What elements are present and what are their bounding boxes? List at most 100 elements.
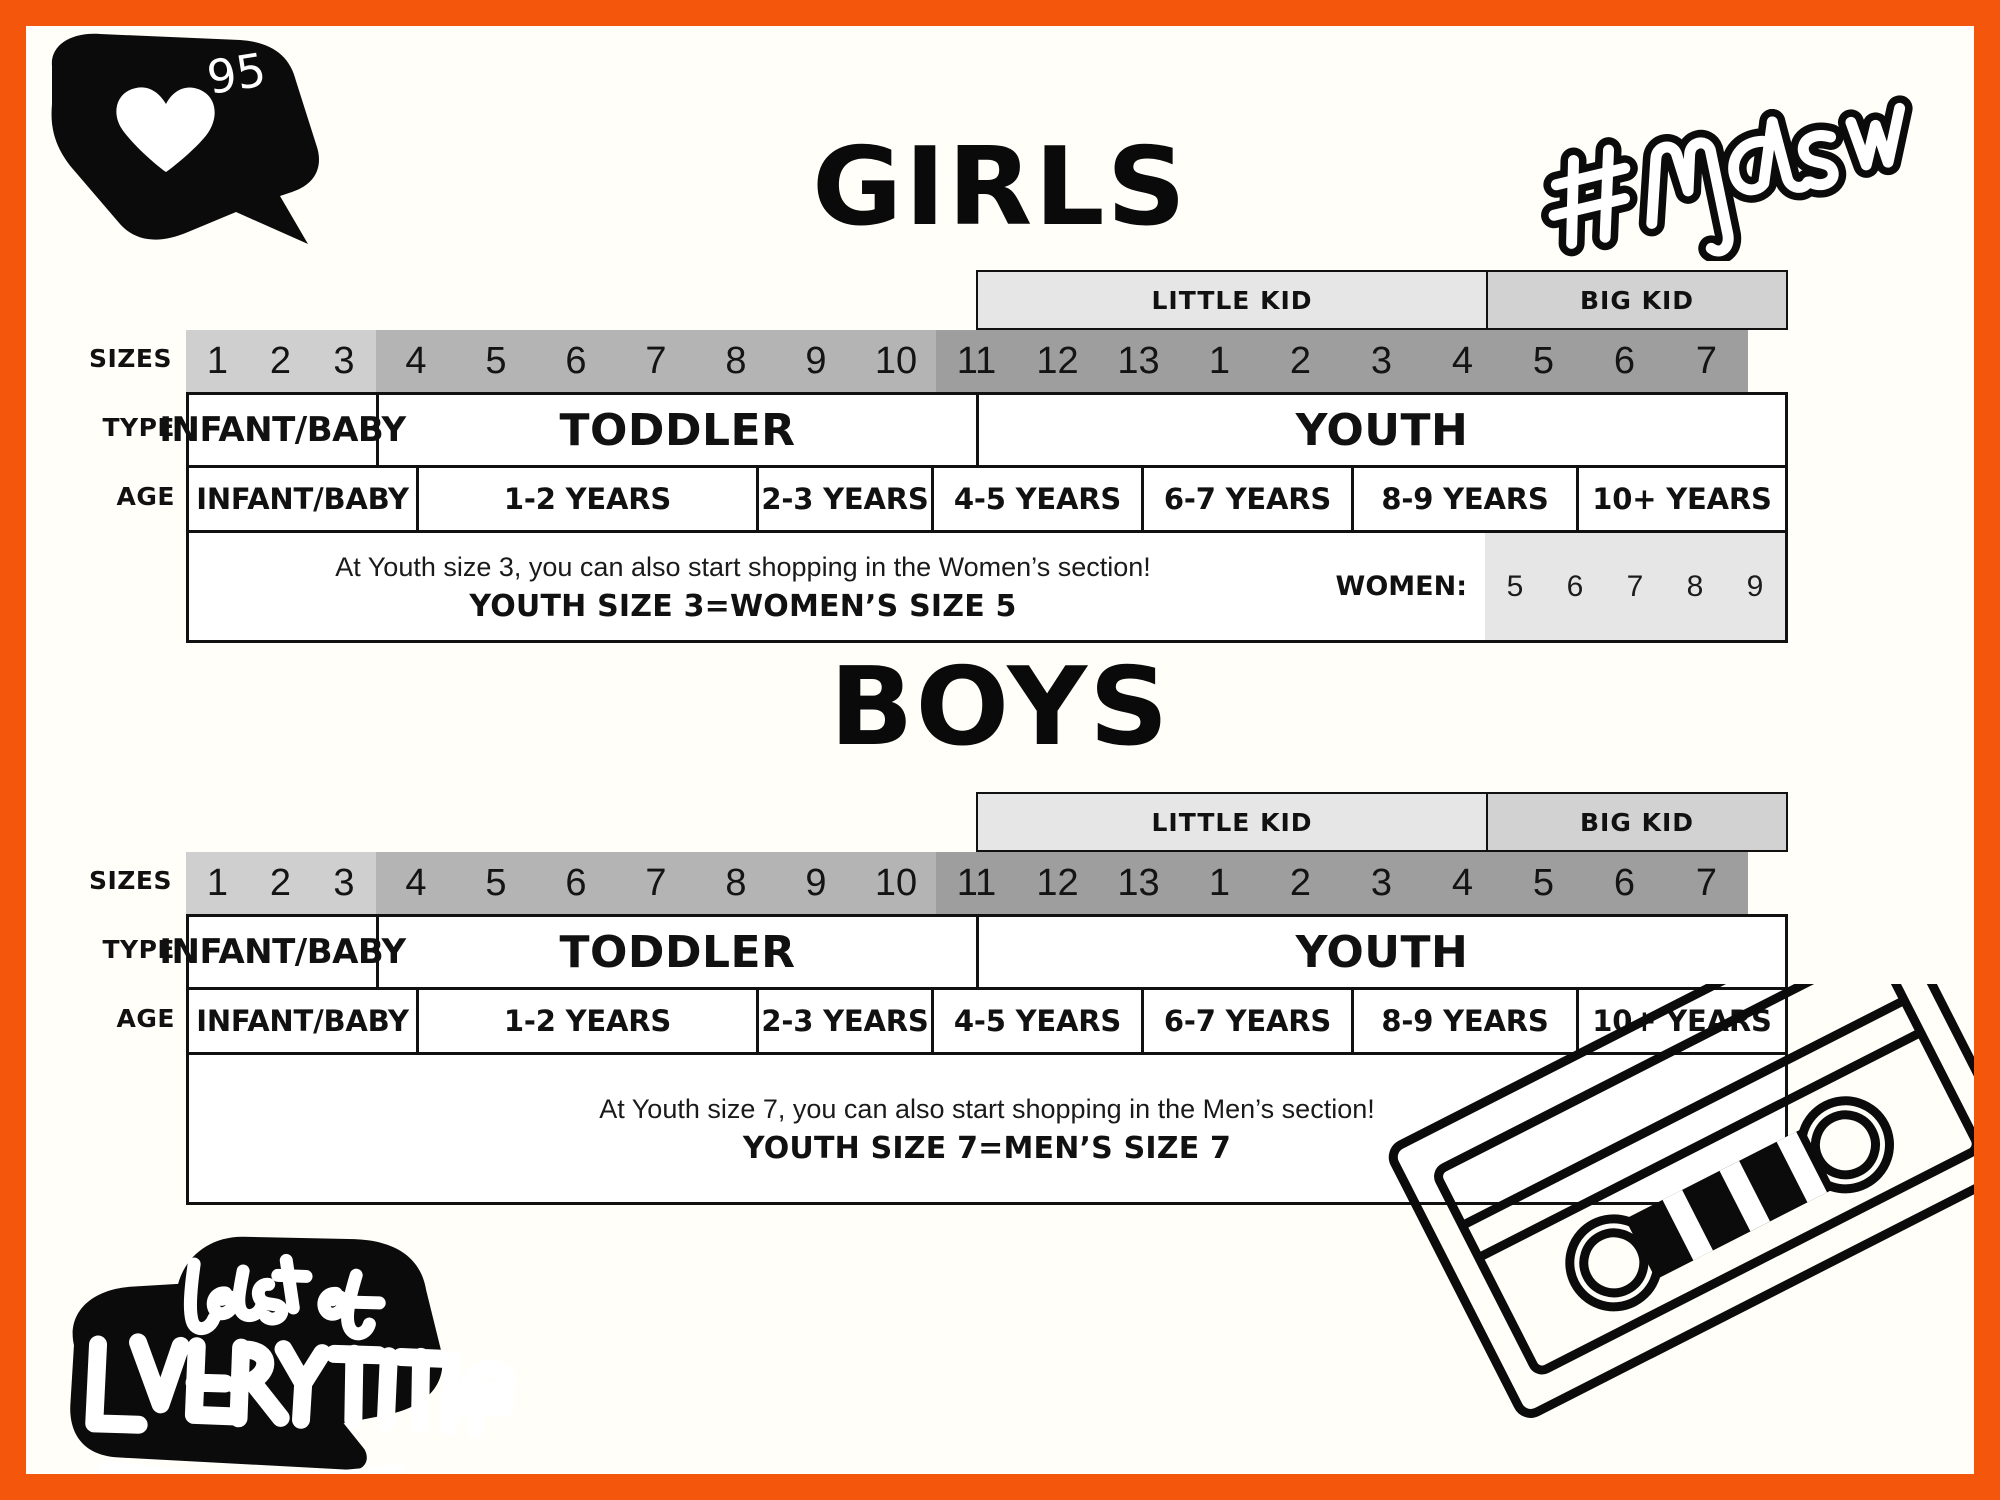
boys-type-row: TYPE INFANT/BABY TODDLER YOUTH: [102, 914, 1788, 990]
girls-note-row: At Youth size 3, you can also start shop…: [186, 533, 1788, 643]
heart-badge: 95: [40, 26, 340, 276]
cassette-tape-icon: [1304, 984, 1974, 1474]
size-cell: 4: [1451, 339, 1474, 382]
sizes-group-toddler: 4 5 6 7 8 9 10: [376, 330, 936, 392]
age-cell: 1-2 YEARS: [419, 990, 759, 1052]
row-label-sizes: SIZES: [88, 344, 172, 373]
girls-age-row: AGE INFANT/BABY 1-2 YEARS 2-3 YEARS 4-5 …: [117, 468, 1788, 533]
type-cell-infant: INFANT/BABY: [159, 395, 406, 465]
girls-title: GIRLS: [812, 125, 1188, 250]
type-cell-infant: INFANT/BABY: [159, 917, 406, 987]
size-cell: 3: [1370, 861, 1393, 904]
size-cell: 4: [405, 861, 427, 904]
girls-section: GIRLS LITTLE KID BIG KID SIZES 1 2 3 4 5…: [26, 26, 1974, 643]
row-label-type: TYPE: [102, 935, 175, 964]
size-cell: 6: [565, 339, 587, 382]
size-cell: 3: [333, 339, 355, 382]
size-cell: 10: [874, 861, 918, 904]
size-cell: 1: [206, 339, 229, 382]
big-kid-band-label: BIG KID: [1488, 272, 1786, 328]
type-cell-toddler: TODDLER: [379, 395, 979, 465]
size-cell: 1: [1208, 861, 1231, 904]
size-cell: 5: [485, 339, 507, 382]
best-of-everything-logo: [36, 1214, 516, 1474]
boys-title: BOYS: [829, 645, 1171, 770]
mydsw-logo: [1534, 81, 1934, 261]
age-cell: 6-7 YEARS: [1144, 468, 1354, 530]
girls-note-text: At Youth size 3, you can also start shop…: [189, 533, 1317, 640]
boys-kid-band: LITTLE KID BIG KID: [976, 792, 1788, 852]
little-kid-band-label: LITTLE KID: [978, 272, 1488, 328]
girls-note-line1: At Youth size 3, you can also start shop…: [335, 551, 1151, 582]
row-label-age: AGE: [116, 482, 175, 511]
size-cell: 6: [1613, 339, 1636, 382]
age-cell: 2-3 YEARS: [759, 468, 934, 530]
size-cell: 7: [645, 861, 667, 904]
row-label-age: AGE: [116, 1004, 175, 1033]
age-cell: 4-5 YEARS: [934, 468, 1144, 530]
size-cell: 13: [1117, 861, 1160, 904]
sizes-group-toddler: 4 5 6 7 8 9 10: [376, 852, 936, 914]
girls-type-row: TYPE INFANT/BABY TODDLER YOUTH: [102, 392, 1788, 468]
size-cell: 5: [485, 861, 507, 904]
size-cell: 5: [1532, 339, 1555, 382]
size-cell: 7: [1695, 861, 1718, 904]
size-cell: 11: [956, 339, 997, 382]
row-label-type: TYPE: [102, 413, 175, 442]
women-sizes-band: 5 6 7 8 9: [1485, 533, 1785, 640]
boys-sizes-row: SIZES 1 2 3 4 5 6 7 8 9 10 11 12: [89, 852, 1788, 914]
size-cell: 3: [1370, 339, 1393, 382]
size-cell: 1: [1208, 339, 1231, 382]
size-cell: 2: [1289, 861, 1312, 904]
age-cell: 6-7 YEARS: [1144, 990, 1354, 1052]
size-cell: 8: [725, 339, 747, 382]
boys-note-text: At Youth size 7, you can also start shop…: [189, 1055, 1785, 1202]
women-size-cell: 7: [1626, 569, 1644, 603]
size-cell: 3: [333, 861, 355, 904]
age-cell: 4-5 YEARS: [934, 990, 1144, 1052]
size-cell: 6: [1613, 861, 1636, 904]
women-size-cell: 9: [1746, 569, 1764, 603]
boys-note-line2: YOUTH SIZE 7=MEN’S SIZE 7: [742, 1131, 1232, 1167]
size-cell: 12: [1036, 861, 1079, 904]
boys-note-line1: At Youth size 7, you can also start shop…: [599, 1093, 1375, 1124]
size-cell: 8: [725, 861, 747, 904]
size-cell: 2: [1289, 339, 1312, 382]
girls-kid-band: LITTLE KID BIG KID: [976, 270, 1788, 330]
type-cell-youth: YOUTH: [1295, 404, 1469, 456]
women-size-cell: 8: [1686, 569, 1704, 603]
size-cell: 12: [1036, 339, 1079, 382]
size-cell: 6: [565, 861, 587, 904]
age-cell: 8-9 YEARS: [1354, 990, 1579, 1052]
size-cell: 2: [269, 339, 292, 382]
age-cell: 10+ YEARS: [1592, 482, 1772, 516]
size-cell: 9: [805, 339, 827, 382]
women-label: WOMEN:: [1335, 571, 1467, 602]
age-cell: 2-3 YEARS: [759, 990, 934, 1052]
women-size-cell: 6: [1566, 569, 1584, 603]
big-kid-band-label: BIG KID: [1488, 794, 1786, 850]
sizes-group-youth: 11 12 13 1 2 3 4 5 6 7: [936, 852, 1748, 914]
age-cell: INFANT/BABY: [189, 468, 419, 530]
size-cell: 13: [1117, 339, 1160, 382]
heart-badge-count-text: 95: [203, 42, 269, 104]
sizes-group-infant: 1 2 3: [186, 330, 376, 392]
women-size-cell: 5: [1506, 569, 1524, 603]
sizes-group-infant: 1 2 3: [186, 852, 376, 914]
size-cell: 2: [269, 861, 292, 904]
size-cell: 7: [1695, 339, 1718, 382]
size-cell: 10: [874, 339, 918, 382]
girls-size-table: LITTLE KID BIG KID SIZES 1 2 3 4 5 6 7 8…: [89, 270, 1846, 643]
age-cell: 8-9 YEARS: [1354, 468, 1579, 530]
sizes-group-youth: 11 12 13 1 2 3 4 5 6 7: [936, 330, 1748, 392]
type-cell-youth: YOUTH: [1295, 926, 1469, 978]
size-cell: 5: [1532, 861, 1555, 904]
size-cell: 11: [956, 861, 997, 904]
girls-sizes-row: SIZES 1 2 3 4 5 6 7 8 9 10 11 12: [89, 330, 1788, 392]
size-cell: 1: [206, 861, 229, 904]
poster-page: 95: [26, 26, 1974, 1474]
type-cell-toddler: TODDLER: [379, 917, 979, 987]
row-label-sizes: SIZES: [88, 866, 172, 895]
age-cell: INFANT/BABY: [189, 990, 419, 1052]
size-cell: 4: [1451, 861, 1474, 904]
